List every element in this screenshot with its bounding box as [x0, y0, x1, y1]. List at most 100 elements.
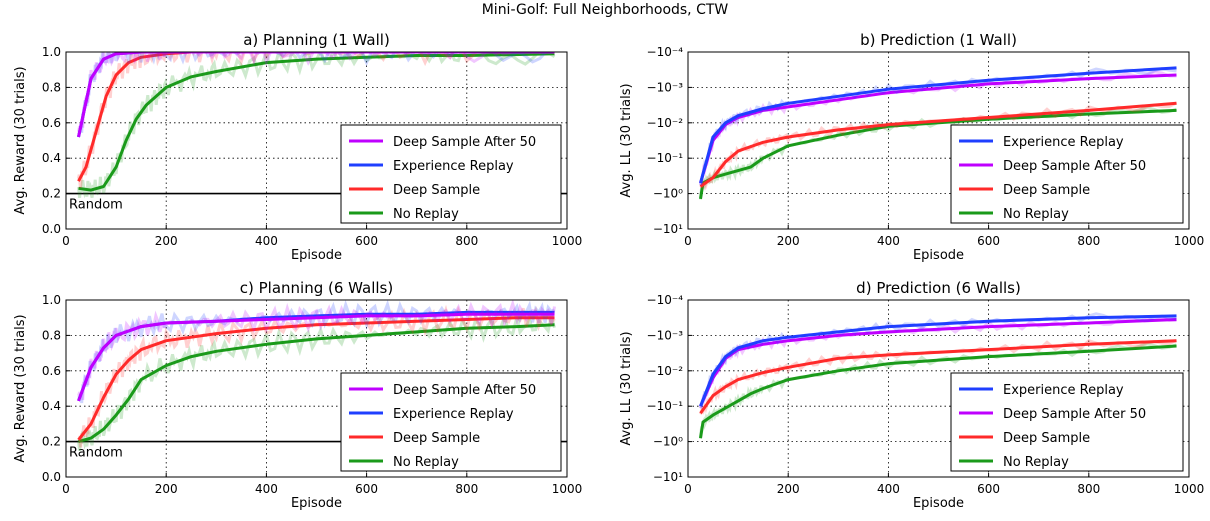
x-tick-label: 200: [155, 482, 178, 496]
y-tick-label: 0.8: [42, 328, 61, 342]
chart-panel-2: b) Prediction (1 Wall) 0 200 400 600 800 1000 −…: [619, 31, 1204, 263]
x-axis-label: Episode: [291, 496, 342, 511]
y-tick-label: −10⁰: [653, 187, 683, 201]
y-tick-label: −10⁻²: [647, 116, 684, 130]
y-tick-label: −10¹: [653, 470, 683, 484]
x-tick-label: 1000: [552, 482, 583, 496]
legend-label: No Replay: [393, 455, 459, 470]
legend-label: Experience Replay: [1003, 383, 1124, 398]
x-tick-label: 0: [684, 234, 692, 248]
y-axis-label: Avg. LL (30 trials): [619, 331, 634, 445]
series-line: [77, 312, 555, 402]
y-tick-label: 1.0: [42, 293, 61, 307]
y-tick-label: −10⁻³: [647, 80, 684, 94]
chart-title: a) Planning (1 Wall): [243, 31, 390, 49]
y-tick-label: 0.6: [42, 364, 61, 378]
x-tick-label: 800: [455, 234, 478, 248]
x-tick-label: 600: [355, 482, 378, 496]
series-line: [699, 314, 1177, 407]
legend: Experience Replay Deep Sample After 50 Dee…: [950, 124, 1184, 224]
series-line: [699, 101, 1177, 188]
legend-label: Deep Sample After 50: [393, 135, 536, 150]
y-axis-label: Avg. LL (30 trials): [619, 83, 634, 197]
x-tick-label: 1000: [1174, 482, 1205, 496]
x-tick-label: 400: [877, 482, 900, 496]
legend: Experience Replay Deep Sample After 50 Dee…: [950, 372, 1184, 472]
series-line: [699, 73, 1177, 184]
x-tick-label: 0: [62, 234, 70, 248]
x-tick-label: 0: [62, 482, 70, 496]
x-tick-label: 200: [155, 234, 178, 248]
x-tick-label: 800: [1077, 234, 1100, 248]
series-line: [77, 52, 555, 138]
y-tick-label: −10⁰: [653, 435, 683, 449]
legend-label: Deep Sample After 50: [1003, 159, 1146, 174]
y-tick-label: −10⁻³: [647, 328, 684, 342]
legend: Deep Sample After 50 Experience Replay Dee…: [340, 124, 562, 224]
y-tick-label: 1.0: [42, 45, 61, 59]
series-noise-band: [78, 52, 548, 134]
y-tick-label: −10⁻¹: [647, 151, 684, 165]
y-tick-label: −10⁻²: [647, 364, 684, 378]
y-tick-label: 0.0: [42, 222, 61, 236]
y-tick-label: 0.2: [42, 435, 61, 449]
x-axis-label: Episode: [913, 496, 964, 511]
plot-area: [77, 52, 556, 199]
legend-label: No Replay: [1003, 455, 1069, 470]
legend-label: Deep Sample After 50: [1003, 407, 1146, 422]
x-tick-label: 600: [977, 482, 1000, 496]
y-tick-label: −10¹: [653, 222, 683, 236]
series-noise-band: [77, 52, 556, 189]
legend: Deep Sample After 50 Experience Replay Dee…: [340, 372, 562, 472]
x-tick-label: 400: [255, 482, 278, 496]
x-axis-label: Episode: [913, 248, 964, 263]
x-tick-label: 400: [255, 234, 278, 248]
x-axis-label: Episode: [291, 248, 342, 263]
x-tick-label: 1000: [552, 234, 583, 248]
y-tick-label: 0.4: [42, 151, 61, 165]
legend-label: Deep Sample: [1003, 183, 1090, 198]
series-line: [78, 52, 555, 192]
legend-label: No Replay: [393, 207, 459, 222]
chart-panel-4: d) Prediction (6 Walls) 0 200 400 600 800 1000…: [619, 279, 1204, 511]
chart-panel-3: c) Planning (6 Walls) 0 200 400 600 800 1000 0.…: [13, 279, 582, 511]
x-tick-label: 600: [355, 234, 378, 248]
chart-title: d) Prediction (6 Walls): [856, 279, 1021, 297]
chart-panel-1: a) Planning (1 Wall) 0 200 400 600 800 1000 0.0…: [13, 31, 582, 263]
x-tick-label: 200: [777, 482, 800, 496]
y-tick-label: 0.4: [42, 399, 61, 413]
legend-label: Deep Sample: [393, 431, 480, 446]
series-noise-band: [77, 311, 556, 451]
y-tick-label: 0.8: [42, 80, 61, 94]
legend-label: Deep Sample After 50: [393, 383, 536, 398]
legend-label: Deep Sample: [1003, 431, 1090, 446]
y-tick-label: 0.0: [42, 470, 61, 484]
axes-frame: [687, 51, 1190, 230]
plot-area: [77, 300, 556, 451]
y-tick-label: −10⁻⁴: [647, 293, 684, 307]
y-tick-label: 0.2: [42, 187, 61, 201]
x-tick-label: 800: [1077, 482, 1100, 496]
axes-frame: [65, 299, 568, 478]
y-tick-label: 0.6: [42, 116, 61, 130]
y-tick-label: −10⁻¹: [647, 399, 684, 413]
chart-title: c) Planning (6 Walls): [240, 279, 393, 297]
x-tick-label: 600: [977, 234, 1000, 248]
x-tick-label: 400: [877, 234, 900, 248]
y-axis-label: Avg. Reward (30 trials): [13, 66, 28, 214]
series-line: [77, 52, 555, 182]
legend-label: Experience Replay: [393, 159, 514, 174]
legend-label: Deep Sample: [393, 183, 480, 198]
legend-label: Experience Replay: [1003, 135, 1124, 150]
legend-label: Experience Replay: [393, 407, 514, 422]
series-line: [78, 323, 555, 444]
series-line: [699, 339, 1177, 415]
series-line: [77, 52, 555, 138]
figure-title: Mini-Golf: Full Neighborhoods, CTW: [481, 2, 729, 18]
axes-frame: [687, 299, 1190, 478]
random-baseline-label: Random: [69, 446, 123, 461]
axes-frame: [65, 51, 568, 230]
x-tick-label: 0: [684, 482, 692, 496]
random-baseline-label: Random: [69, 198, 123, 213]
